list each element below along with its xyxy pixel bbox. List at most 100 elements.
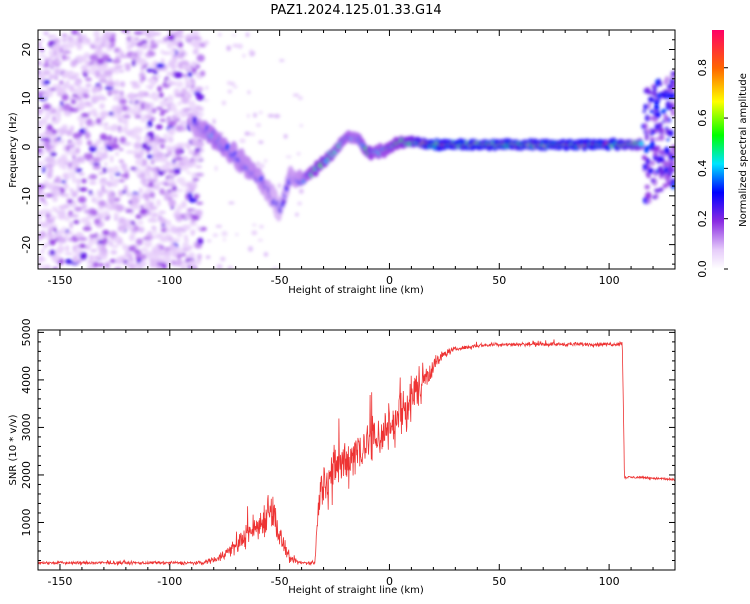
spectral-blob <box>69 188 74 193</box>
spectral-blob <box>147 30 156 36</box>
spectral-blob <box>172 186 177 191</box>
spectral-blob <box>256 123 261 127</box>
spectral-blob <box>45 110 51 117</box>
spectral-blob <box>129 234 136 242</box>
spectral-blob <box>125 190 130 196</box>
spectral-blob <box>38 184 46 189</box>
spectral-blob <box>48 224 58 228</box>
spectral-blob <box>102 41 112 47</box>
spectral-blob <box>118 69 125 73</box>
spectral-blob <box>43 202 49 206</box>
spectral-blob <box>87 266 91 269</box>
spectral-blob <box>185 192 189 201</box>
spectral-blob <box>136 195 144 199</box>
spectral-blob <box>75 147 80 155</box>
spectral-blob <box>152 93 160 102</box>
spectral-blob <box>191 36 200 39</box>
spectral-blob <box>38 60 42 66</box>
spectral-blob <box>76 55 84 63</box>
spectral-blob <box>273 114 281 119</box>
colorbar-tick-label: 0.0 <box>696 260 709 278</box>
spectral-blob <box>272 266 278 269</box>
spectral-blob <box>138 149 145 156</box>
spectral-blob <box>221 231 228 237</box>
spectral-blob <box>54 50 62 58</box>
spectral-blob <box>139 260 147 268</box>
spectral-blob <box>73 72 80 77</box>
spectral-blob <box>90 249 98 253</box>
spectral-blob <box>185 188 190 194</box>
spectral-blob <box>136 42 144 46</box>
spectral-blob <box>108 76 113 82</box>
spectral-blob <box>192 80 196 85</box>
spectral-blob <box>187 260 197 267</box>
spectral-blob <box>56 92 62 96</box>
snr-series-line <box>38 339 675 567</box>
spectral-blob <box>97 243 103 249</box>
spectral-blob <box>104 162 108 166</box>
spectral-blob <box>75 188 79 194</box>
spectral-blob <box>48 226 53 230</box>
spectral-blob <box>81 35 85 44</box>
edge-streak-blob <box>666 84 674 89</box>
spectral-blob <box>200 70 206 77</box>
spectral-blob <box>161 262 168 269</box>
spectral-blob <box>192 178 200 181</box>
spectral-blob <box>168 30 173 35</box>
colorbar-gradient <box>712 30 724 269</box>
spectral-blob <box>181 142 185 150</box>
y-tick-label: -20 <box>20 236 33 254</box>
spectral-blob <box>63 145 67 152</box>
y-tick-label: 4000 <box>20 366 33 394</box>
spectral-blob <box>133 142 142 150</box>
spectral-blob <box>66 166 73 171</box>
spectrogram-x-axis-label: Height of straight line (km) <box>288 285 424 296</box>
spectral-blob <box>67 202 73 208</box>
spectral-blob <box>226 45 231 51</box>
spectral-blob <box>131 84 141 89</box>
spectral-blob <box>78 187 88 192</box>
spectral-blob <box>158 244 164 249</box>
spectral-blob <box>145 212 152 216</box>
edge-streak-blob <box>650 160 655 166</box>
spectral-blob <box>78 172 85 176</box>
edge-streak-blob <box>668 129 674 137</box>
spectral-blob <box>52 83 59 90</box>
spectral-blob <box>91 95 100 103</box>
spectral-blob <box>227 266 233 269</box>
spectral-blob <box>168 169 175 174</box>
spectral-blob <box>178 48 185 54</box>
spectral-blob <box>197 253 202 260</box>
spectral-blob <box>110 155 114 163</box>
spectral-blob <box>49 239 56 246</box>
spectral-blob <box>64 216 70 222</box>
spectral-blob <box>135 158 143 166</box>
spectral-blob <box>135 238 143 246</box>
spectral-blob <box>180 110 185 118</box>
spectral-blob <box>72 150 77 157</box>
spectral-blob <box>97 194 103 199</box>
spectral-blob <box>92 40 102 47</box>
edge-streak-blob <box>662 183 668 189</box>
spectral-blob <box>87 240 93 248</box>
spectral-blob <box>61 93 69 101</box>
spectral-blob <box>157 166 166 171</box>
spectral-blob <box>72 255 79 263</box>
spectral-blob <box>194 243 203 249</box>
spectral-blob <box>61 180 67 184</box>
spectral-blob <box>145 31 149 36</box>
spectral-blob <box>192 107 199 114</box>
spectral-blob <box>117 179 125 183</box>
x-tick-label: -150 <box>47 575 72 588</box>
spectral-blob <box>82 226 92 231</box>
spectral-blob <box>99 73 107 82</box>
spectral-blob <box>42 92 47 100</box>
y-tick-label: 1000 <box>20 508 33 536</box>
spectral-blob <box>43 32 49 35</box>
spectral-blob <box>124 249 130 257</box>
spectral-blob <box>131 59 136 67</box>
spectral-blob <box>252 223 257 227</box>
spectral-blob <box>167 94 174 103</box>
spectral-blob <box>90 123 95 127</box>
spectral-blob <box>81 88 90 94</box>
